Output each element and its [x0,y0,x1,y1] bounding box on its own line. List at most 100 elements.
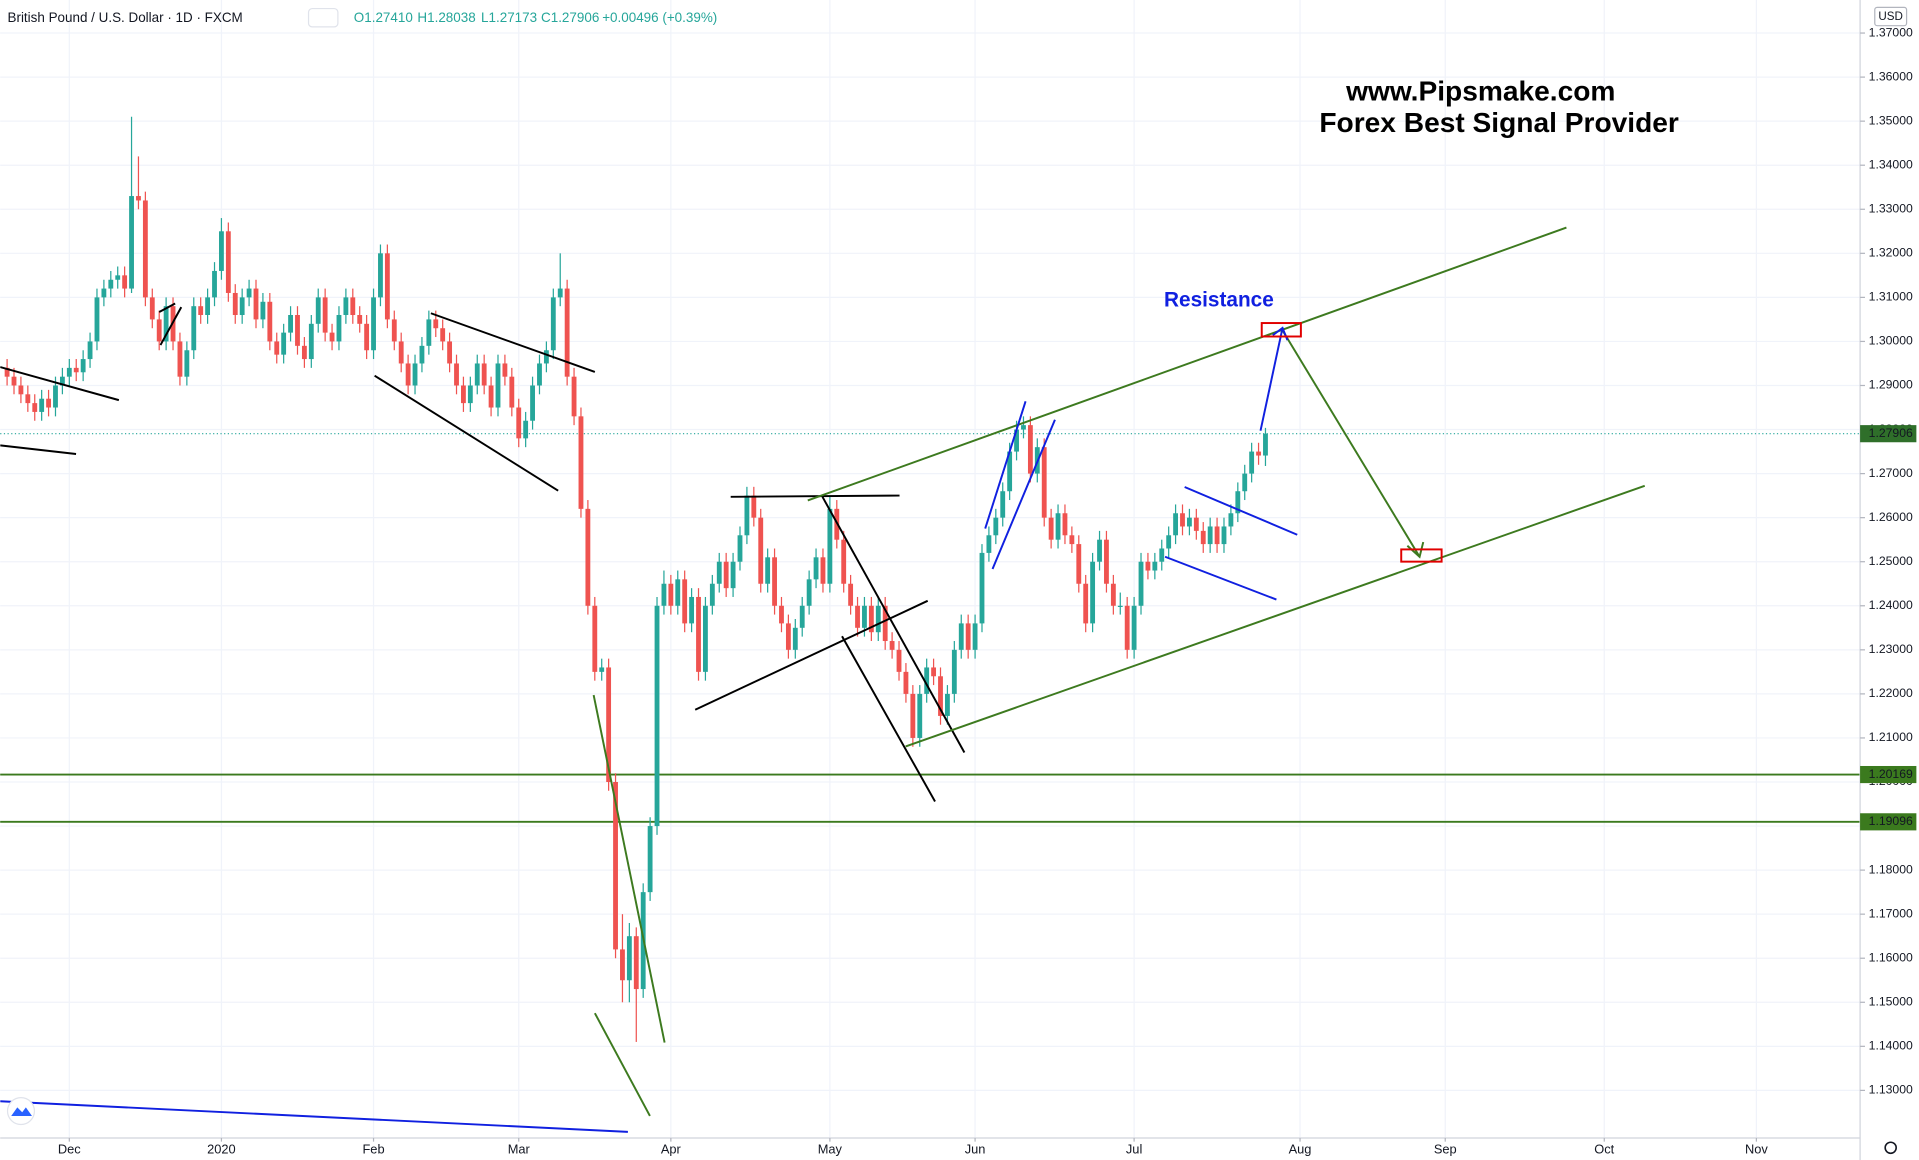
trendline [730,494,900,498]
candle-body [412,363,418,386]
candle-body [550,297,556,351]
candle-body [391,319,397,342]
price-label-box [1860,813,1917,831]
candle-body [59,376,65,386]
currency: USD [1878,10,1903,23]
candle-body [758,517,764,584]
trendline [159,306,183,346]
candle-body [1076,544,1082,584]
candle-body [523,420,529,439]
candles [4,116,1268,1042]
candle-body [661,583,667,606]
candle-body [1256,451,1261,456]
y-tick-label: 1.22000 [1869,686,1913,700]
candle-body [620,949,625,981]
candle-body [675,579,681,606]
candle-body [1193,517,1199,531]
candle-body [39,398,45,412]
candle-body [813,557,819,580]
x-tick-label: Jul [1126,1142,1142,1157]
candle-body [343,297,349,316]
trendline [0,444,77,455]
candle-body [447,341,453,364]
compare-button[interactable] [307,7,339,28]
watermark: www.Pipsmake.com [1345,75,1615,106]
candle-body [779,605,784,624]
candle-body [633,936,639,990]
candle-body [11,376,17,386]
settings-button[interactable] [1884,1141,1897,1155]
x-tick-label: Sep [1434,1142,1457,1157]
candle-body [426,319,432,346]
x-tick-label: Oct [1594,1142,1614,1157]
trendline [991,419,1056,570]
candle-body [723,561,729,589]
candle-body [613,781,618,950]
candle-body [1207,526,1213,545]
candle-body [232,292,238,316]
y-tick-label: 1.30000 [1869,334,1913,348]
candle-body [219,231,224,271]
candle-body [87,341,93,360]
candle-body [502,363,508,377]
candle-body [896,649,902,672]
x-tick-label: 2020 [207,1142,236,1157]
candle-body [557,288,563,298]
candle-body [53,385,58,408]
x-tick-label: Dec [58,1142,81,1157]
candle-body [938,676,943,716]
trendline [1164,555,1277,601]
candle-body [1249,451,1255,474]
trendline [158,302,176,313]
y-tick-label: 1.34000 [1869,157,1913,171]
y-tick-label: 1.21000 [1869,730,1913,744]
y-tick-label: 1.24000 [1869,598,1913,612]
y-tick-label: 1.13000 [1869,1083,1913,1097]
y-tick-label: 1.37000 [1869,25,1913,39]
ohlc-low: L1.27173 [481,10,537,25]
candle-body [384,253,390,320]
x-tick-label: Aug [1289,1142,1312,1157]
candle-body [1090,561,1096,624]
y-tick-label: 1.23000 [1869,642,1913,656]
candle-body [578,416,584,509]
candle-body [1166,535,1172,549]
trendline [0,366,120,402]
candle-body [1104,539,1109,584]
candle-body [350,297,356,316]
price-label-box [1860,765,1917,784]
candle-body [1014,429,1019,452]
candle-body [474,363,480,386]
y-tick-label: 1.25000 [1869,554,1913,568]
candle-body [115,275,121,280]
candle-body [253,288,259,320]
candle-body [530,385,535,421]
y-tick-label: 1.33000 [1869,202,1913,216]
candle-body [841,539,847,584]
price-label: 1.19096 [1869,814,1913,828]
candle-body [177,341,183,377]
y-tick-label: 1.18000 [1869,862,1913,876]
candle-body [1048,517,1054,540]
candle-body [509,376,515,408]
trendline [694,599,929,711]
y-tick-label: 1.32000 [1869,246,1913,260]
candle-body [329,332,335,342]
candle-body [156,319,162,342]
candle-body [336,315,342,342]
x-tick-label: Apr [661,1142,682,1157]
currency-box[interactable] [1874,6,1908,27]
x-tick-label: May [818,1142,843,1157]
candle-body [454,363,459,386]
logo-button[interactable] [6,1096,36,1126]
candle-body [301,345,307,360]
trendline [593,1012,651,1117]
x-tick-label: Nov [1745,1142,1768,1157]
candle-body [951,649,957,694]
candle-body [751,495,757,518]
candle-body [315,297,321,324]
target-box [1400,548,1443,563]
candle-body [744,495,750,536]
